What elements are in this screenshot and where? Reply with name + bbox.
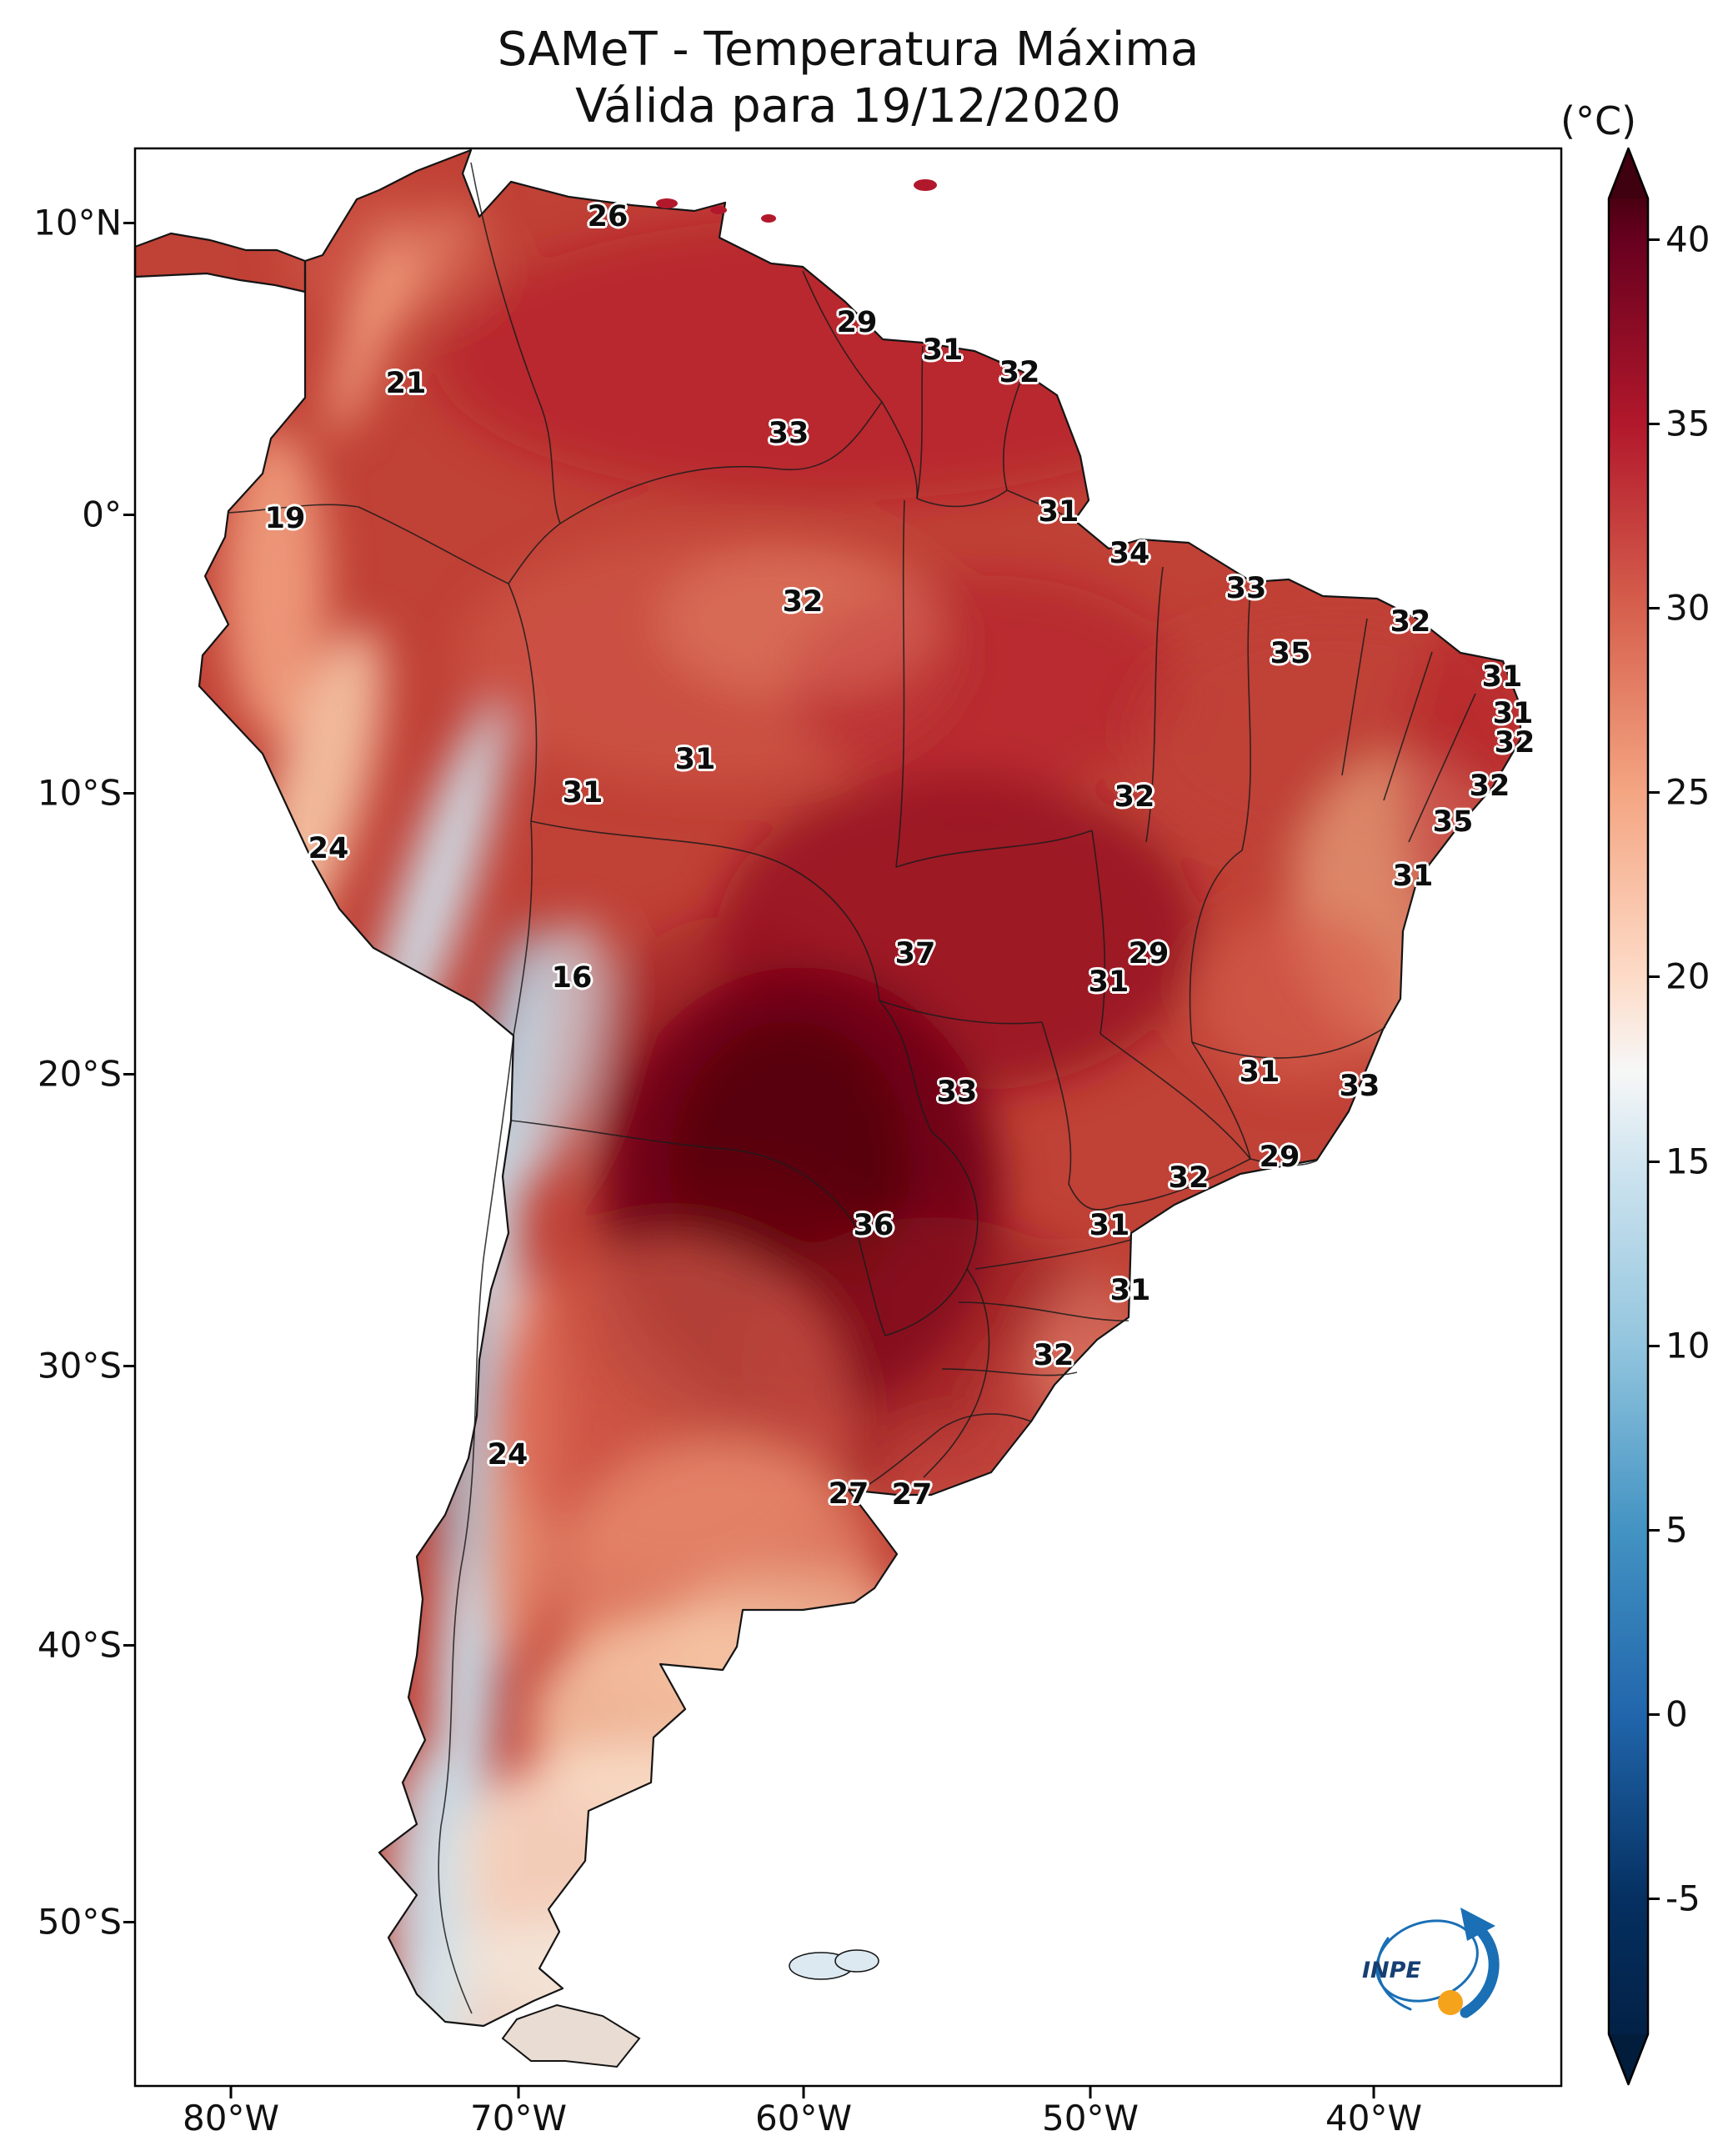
inpe-logo-arrowhead — [1460, 1908, 1495, 1941]
inpe-logo-swirl — [1376, 1937, 1412, 2011]
colorbar-gradient — [1609, 198, 1648, 2034]
country-state-borders — [228, 162, 1476, 2014]
tierra-del-fuego-island — [501, 2003, 641, 2068]
falkland-east-island — [834, 1949, 879, 1973]
plot-frame — [133, 147, 1563, 2088]
title-line2: Válida para 19/12/2020 — [575, 79, 1121, 133]
colorbar-unit-label: (°C) — [1560, 98, 1637, 143]
inpe-logo-text: INPE — [1362, 1958, 1421, 1983]
temperature-field — [135, 150, 1520, 2026]
inpe-logo-dot — [1438, 1990, 1463, 2015]
colorbar-under-arrow — [1609, 2034, 1648, 2084]
south-america-coastline — [198, 148, 1522, 2028]
chart-title: SAMeT - Temperatura Máxima Válida para 1… — [135, 22, 1561, 135]
title-line1: SAMeT - Temperatura Máxima — [497, 23, 1200, 77]
panama-coastline — [133, 232, 307, 293]
offshore-islands — [656, 179, 937, 1980]
colorbar-over-arrow — [1609, 148, 1648, 198]
inpe-logo: INPE — [1362, 1908, 1500, 2018]
colorbar — [1607, 147, 1650, 2086]
inpe-logo-arrow — [1460, 1920, 1500, 2018]
